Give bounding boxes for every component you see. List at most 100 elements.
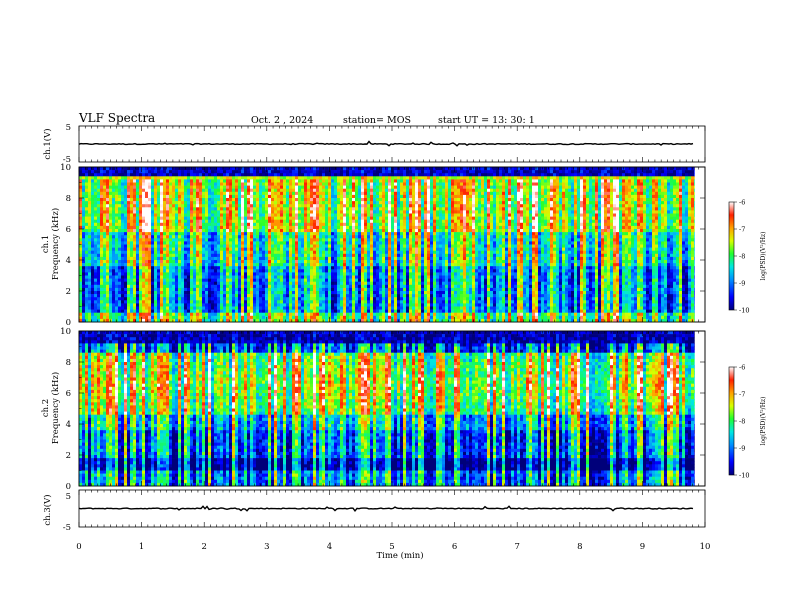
spectrogram-cell (331, 226, 334, 229)
spectrogram-cell (130, 291, 133, 294)
spectrogram-cell (142, 254, 145, 257)
spectrogram-cell (307, 229, 310, 232)
spectrogram-cell (283, 260, 286, 263)
spectrogram-cell (286, 300, 289, 303)
spectrogram-cell (328, 276, 331, 279)
spectrogram-cell (304, 226, 307, 229)
spectrogram-cell (151, 183, 154, 186)
spectrogram-cell (91, 300, 94, 303)
spectrogram-cell (205, 300, 208, 303)
spectrogram-cell (205, 201, 208, 204)
spectrogram-cell (211, 300, 214, 303)
spectrogram-cell (289, 220, 292, 223)
spectrogram-cell (199, 241, 202, 244)
spectrogram-cell (172, 251, 175, 254)
spectrogram-cell (133, 173, 136, 176)
spectrogram-cell (190, 210, 193, 213)
spectrogram-cell (226, 210, 229, 213)
spectrogram-cell (226, 235, 229, 238)
spectrogram-cell (178, 204, 181, 207)
spectrogram-cell (316, 266, 319, 269)
spectrogram-cell (250, 189, 253, 192)
spectrogram-cell (280, 313, 283, 316)
spectrogram-cell (295, 248, 298, 251)
spectrogram-cell (193, 313, 196, 316)
spectrogram-cell (259, 170, 262, 173)
spectrogram-cell (100, 272, 103, 275)
spectrogram-cell (121, 297, 124, 300)
spectrogram-cell (166, 198, 169, 201)
spectrogram-cell (199, 179, 202, 182)
spectrogram-cell (334, 220, 337, 223)
spectrogram-cell (280, 245, 283, 248)
spectrogram-cell (268, 238, 271, 241)
spectrogram-cell (301, 310, 304, 313)
spectrogram-cell (259, 220, 262, 223)
spectrogram-cell (79, 313, 82, 316)
spectrogram-cell (319, 238, 322, 241)
spectrogram-cell (298, 192, 301, 195)
spectrogram-cell (184, 254, 187, 257)
spectrogram-cell (142, 195, 145, 198)
spectrogram-cell (346, 170, 349, 173)
spectrogram-cell (355, 272, 358, 275)
spectrogram-cell (127, 310, 130, 313)
spectrogram-cell (322, 297, 325, 300)
spectrogram-cell (178, 173, 181, 176)
spectrogram-cell (106, 279, 109, 282)
spectrogram-cell (106, 235, 109, 238)
spectrogram-cell (157, 254, 160, 257)
spectrogram-cell (181, 263, 184, 266)
spectrogram-cell (229, 220, 232, 223)
spectrogram-cell (256, 192, 259, 195)
spectrogram-cell (220, 294, 223, 297)
spectrogram-cell (226, 179, 229, 182)
spectrogram-cell (232, 170, 235, 173)
spectrogram-cell (298, 288, 301, 291)
spectrogram-cell (235, 195, 238, 198)
spectrogram-cell (220, 269, 223, 272)
spectrogram-cell (175, 189, 178, 192)
spectrogram-cell (358, 291, 361, 294)
spectrogram-cell (283, 307, 286, 310)
spectrogram-cell (103, 189, 106, 192)
spectrogram-cell (316, 183, 319, 186)
spectrogram-cell (163, 183, 166, 186)
spectrogram-cell (190, 173, 193, 176)
spectrogram-cell (280, 238, 283, 241)
spectrogram-cell (292, 297, 295, 300)
spectrogram-cell (238, 201, 241, 204)
spectrogram-cell (181, 183, 184, 186)
spectrogram-cell (151, 272, 154, 275)
spectrogram-cell (148, 220, 151, 223)
spectrogram-cell (226, 313, 229, 316)
spectrogram-cell (358, 279, 361, 282)
spectrogram-cell (223, 226, 226, 229)
spectrogram-cell (313, 285, 316, 288)
spectrogram-cell (271, 310, 274, 313)
spectrogram-cell (262, 220, 265, 223)
spectrogram-cell (241, 198, 244, 201)
spectrogram-cell (304, 307, 307, 310)
spectrogram-cell (259, 245, 262, 248)
spectrogram-cell (340, 198, 343, 201)
spectrogram-cell (337, 192, 340, 195)
spectrogram-cell (280, 254, 283, 257)
spectrogram-cell (166, 263, 169, 266)
spectrogram-cell (121, 223, 124, 226)
spectrogram-cell (328, 251, 331, 254)
spectrogram-cell (181, 294, 184, 297)
spectrogram-cell (181, 288, 184, 291)
spectrogram-cell (349, 235, 352, 238)
spectrogram-cell (250, 241, 253, 244)
spectrogram-cell (202, 207, 205, 210)
spectrogram-cell (265, 282, 268, 285)
spectrogram-cell (205, 257, 208, 260)
spectrogram-cell (295, 173, 298, 176)
spectrogram-cell (268, 313, 271, 316)
spectrogram-cell (328, 173, 331, 176)
spectrogram-cell (91, 186, 94, 189)
spectrogram-cell (346, 254, 349, 257)
spectrogram-cell (127, 251, 130, 254)
spectrogram-cell (94, 217, 97, 220)
